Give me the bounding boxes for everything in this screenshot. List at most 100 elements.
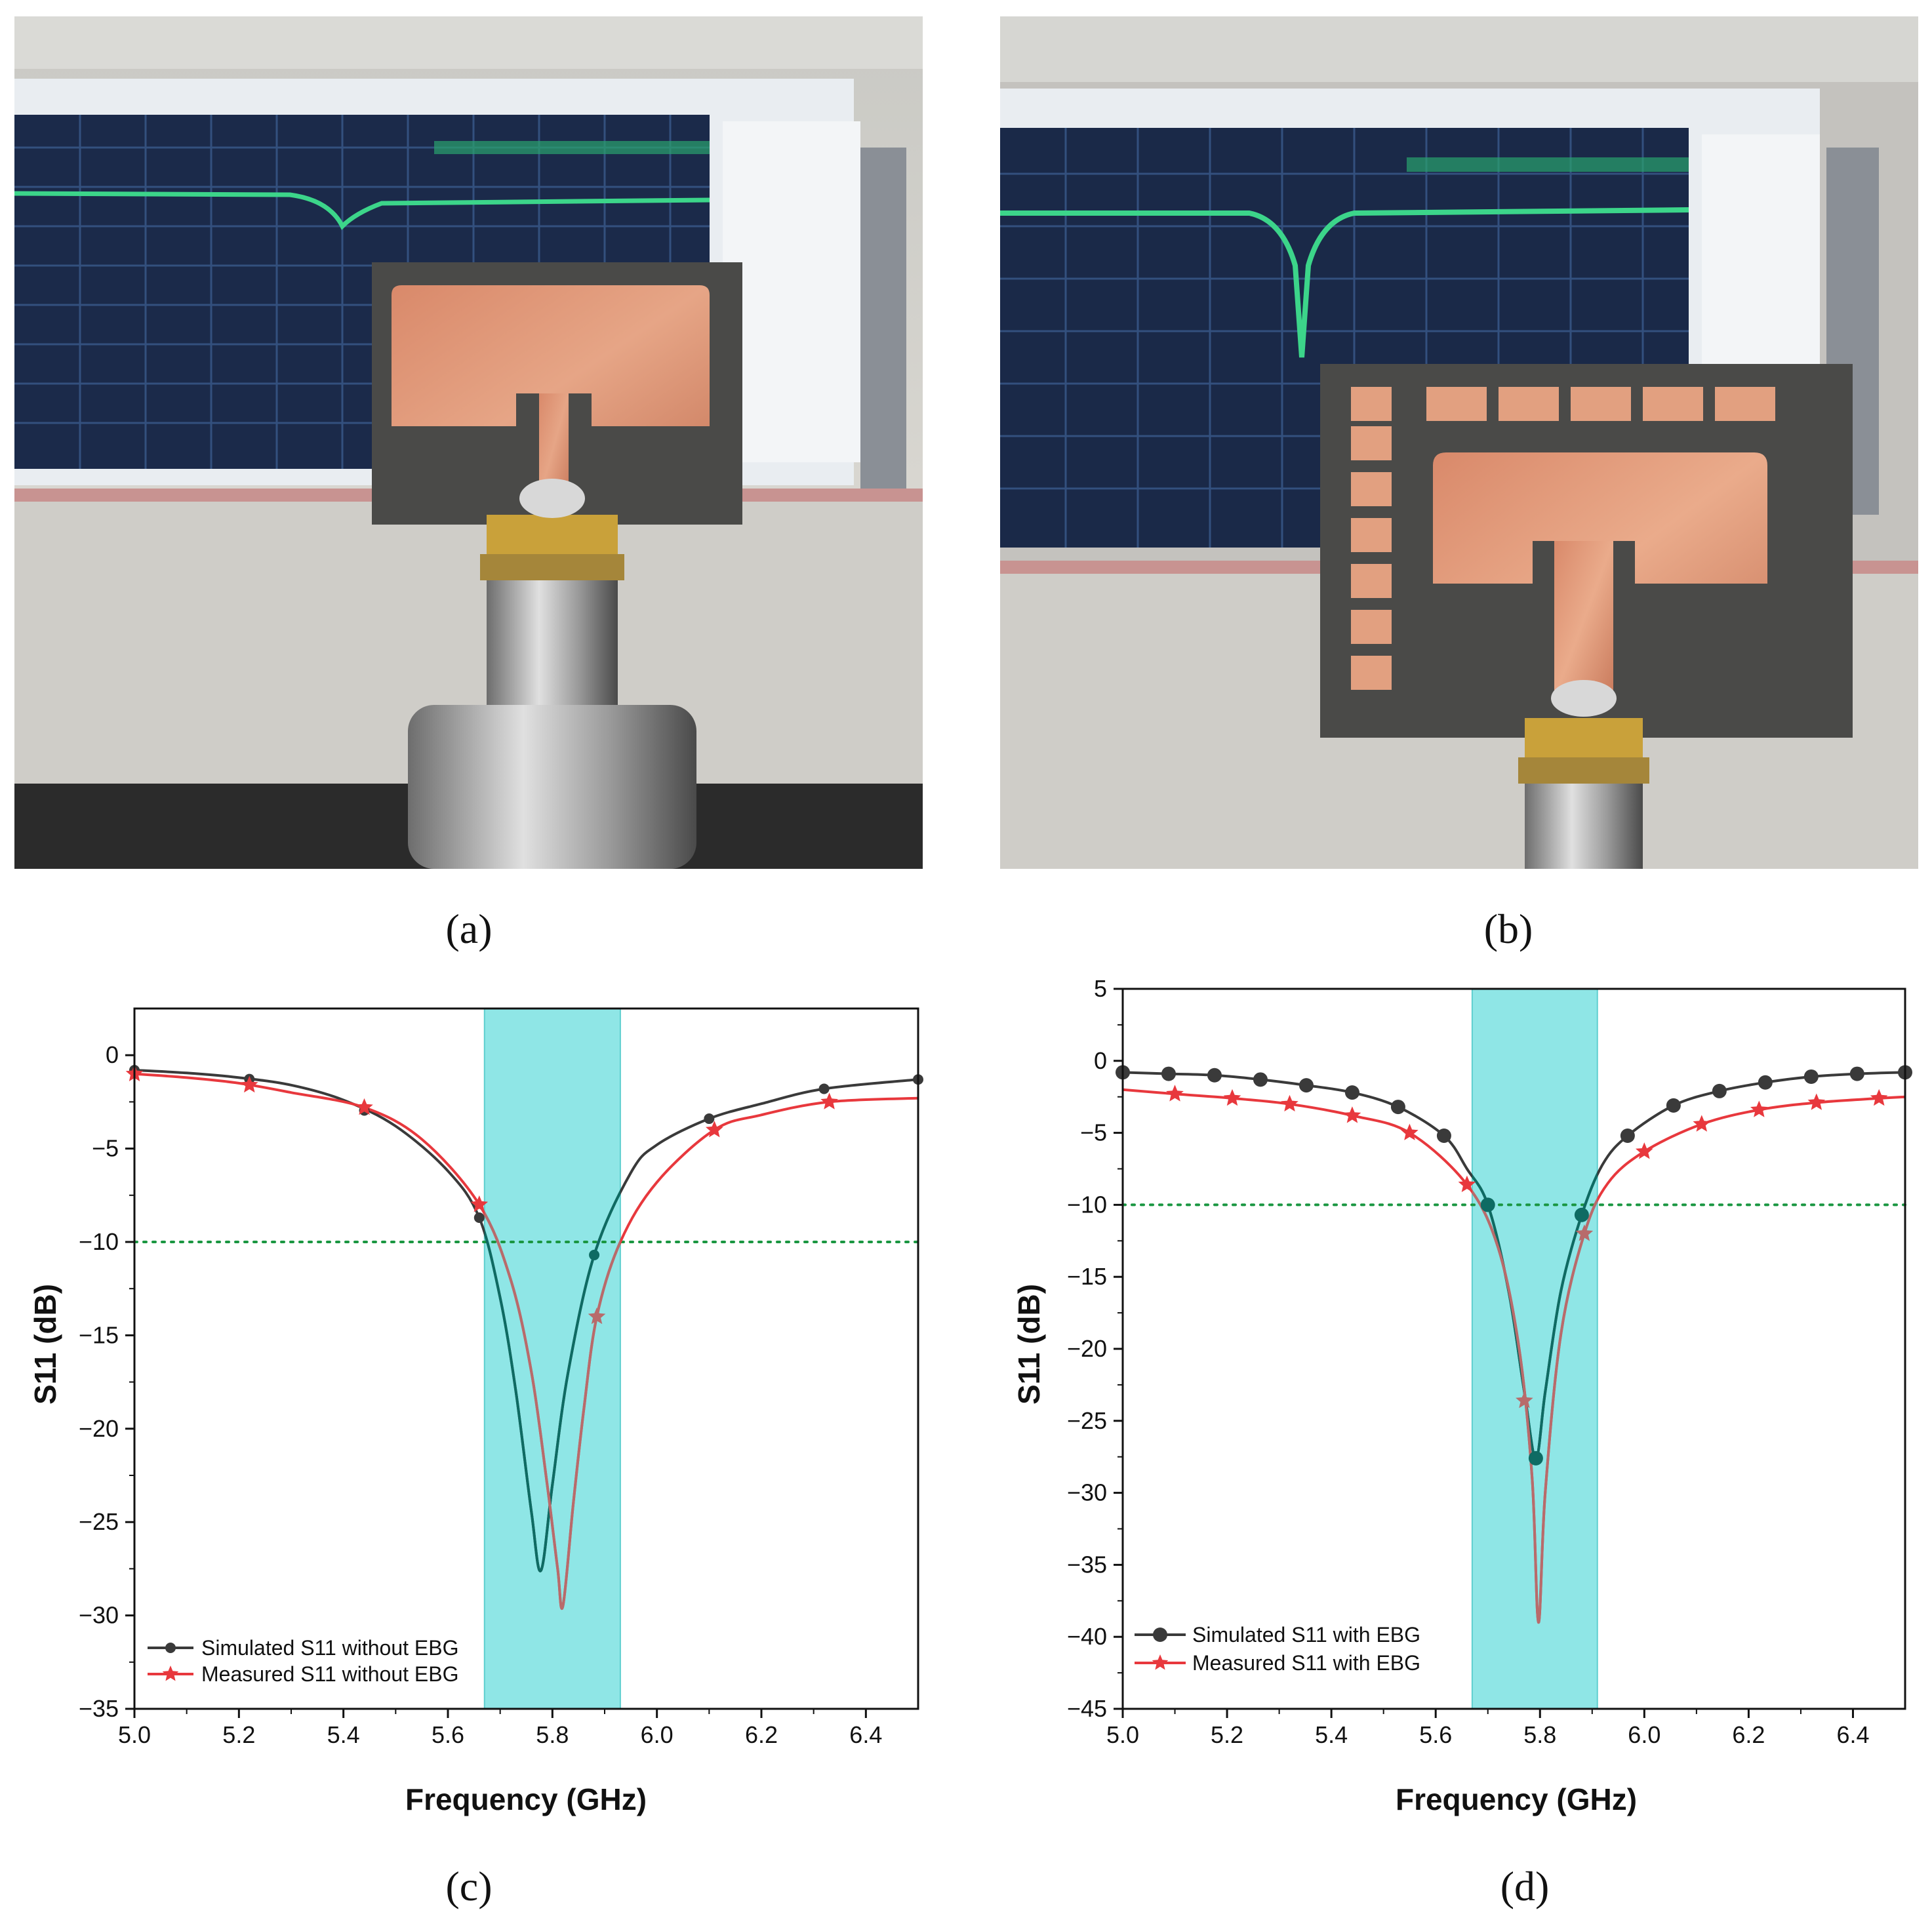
y-tick-label: −30 [79,1602,119,1629]
data-point-measured [1870,1089,1888,1106]
data-point-simulated [704,1113,715,1125]
y-tick-label: −40 [1067,1623,1107,1650]
legend-marker-measured [162,1666,179,1681]
data-point-measured [1223,1089,1241,1106]
data-point-measured [1636,1142,1653,1159]
data-point-measured [355,1098,373,1115]
caption-a: (a) [445,906,493,952]
data-point-simulated [1803,1069,1819,1084]
data-point-simulated [1666,1098,1681,1113]
legend-label-simulated: Simulated S11 with EBG [1192,1623,1420,1647]
x-tick-label: 5.2 [222,1721,255,1748]
legend: Simulated S11 without EBG Measured S11 w… [148,1636,459,1686]
y-tick-label: −15 [1067,1263,1107,1290]
data-point-measured [241,1075,258,1093]
y-axis-title: S11 (dB) [28,1284,62,1405]
x-tick-label: 5.6 [432,1721,464,1748]
y-tick-label: −30 [1067,1479,1107,1506]
chart-d-with-ebg: 5.0 5.2 5.4 5.6 5.8 6.0 6.2 6.4 5 0 −5 −10 −15 −20 −2… [984,975,1928,1829]
data-point-simulated [1528,1450,1543,1466]
y-axis-title: S11 (dB) [1012,1284,1046,1405]
data-point-simulated [1344,1085,1359,1100]
data-point-simulated [1574,1207,1589,1222]
data-point-simulated [1712,1083,1727,1098]
series-line-dip-measured [1472,1189,1598,1624]
data-point-simulated [1253,1072,1268,1087]
caption-b: (b) [1483,906,1533,952]
x-tick-label: 6.0 [641,1721,674,1748]
x-tick-label: 5.6 [1419,1721,1452,1748]
legend-marker-simulated [165,1643,176,1653]
series-line-dip-simulated [1472,1171,1598,1460]
x-tick-label: 5.8 [1523,1721,1556,1748]
y-tick-label: −5 [1080,1119,1107,1146]
data-point-simulated [818,1083,830,1094]
data-point-measured [1807,1093,1826,1110]
highlight-band [1471,988,1598,1709]
data-point-measured [1281,1094,1298,1111]
y-tick-label: −10 [1067,1191,1107,1218]
data-point-simulated [1758,1075,1773,1090]
data-point-simulated [473,1212,485,1223]
plot-frame [133,1007,919,1710]
x-axis-title: Frequency (GHz) [1396,1782,1637,1816]
legend-label-measured: Measured S11 with EBG [1192,1651,1420,1675]
data-point-simulated [1207,1068,1222,1083]
data-point-measured [706,1121,723,1138]
legend-marker-measured [1152,1654,1169,1670]
legend-label-simulated: Simulated S11 without EBG [201,1636,459,1660]
y-tick-label: 5 [1094,975,1107,1002]
caption-c: (c) [445,1863,493,1909]
data-point-simulated [1161,1066,1176,1081]
data-point-measured [470,1195,489,1212]
data-point-simulated [1390,1100,1405,1115]
x-tick-label: 6.2 [1732,1721,1765,1748]
data-point-measured [1343,1106,1361,1123]
x-tick-label: 6.2 [745,1721,778,1748]
data-point-simulated [1436,1128,1451,1143]
y-tick-label: −35 [1067,1551,1107,1578]
data-point-measured [1458,1175,1476,1192]
x-axis-title: Frequency (GHz) [405,1782,647,1816]
y-tick-label: −20 [79,1415,119,1442]
data-point-simulated [589,1249,600,1260]
data-point-measured [1693,1115,1711,1132]
data-point-simulated [1298,1078,1314,1093]
highlight-band [483,1008,621,1709]
y-tick-label: 0 [1094,1047,1107,1074]
data-point-measured [588,1307,606,1325]
y-tick-label: −20 [1067,1335,1107,1362]
photo-antenna-with-ebg [1000,16,1918,869]
data-point-measured [1575,1224,1594,1241]
data-point-simulated [1620,1128,1635,1143]
series-line-dip-simulated [484,1189,620,1572]
y-tick-label: 0 [106,1041,119,1068]
y-tick-label: −25 [1067,1407,1107,1434]
series-line-dip-measured [484,1210,620,1610]
x-tick-label: 6.4 [1836,1721,1869,1748]
y-tick-label: −35 [79,1695,119,1722]
data-point-measured [1516,1391,1533,1409]
chart-c-without-ebg: 5.0 5.2 5.4 5.6 5.8 6.0 6.2 6.4 0 −5 −10 −15 −20 −25… [0,977,938,1829]
y-tick-label: −15 [79,1321,119,1348]
data-point-measured [820,1092,838,1109]
chart-d-svg: 5.0 5.2 5.4 5.6 5.8 6.0 6.2 6.4 5 0 −5 −10 −15 −20 −2… [1012,975,1912,1816]
photo-antenna-without-ebg [14,16,923,869]
y-tick-label: −25 [79,1508,119,1535]
data-point-measured [1401,1123,1419,1140]
legend-label-measured: Measured S11 without EBG [201,1662,459,1686]
chart-c-svg: 5.0 5.2 5.4 5.6 5.8 6.0 6.2 6.4 0 −5 −10 −15 −20 −25… [28,1007,923,1816]
x-tick-label: 6.0 [1628,1721,1660,1748]
x-tick-label: 5.8 [536,1721,569,1748]
x-tick-label: 6.4 [849,1721,882,1748]
x-tick-label: 5.0 [118,1721,151,1748]
x-tick-label: 5.2 [1211,1721,1243,1748]
x-tick-label: 5.4 [327,1721,360,1748]
legend-marker-simulated [1153,1628,1167,1642]
data-point-simulated [1849,1066,1864,1081]
legend: Simulated S11 with EBG Measured S11 with… [1135,1623,1420,1675]
y-tick-label: −45 [1067,1695,1107,1722]
x-tick-label: 5.4 [1315,1721,1348,1748]
y-tick-label: −5 [92,1135,119,1162]
y-tick-label: −10 [79,1228,119,1255]
